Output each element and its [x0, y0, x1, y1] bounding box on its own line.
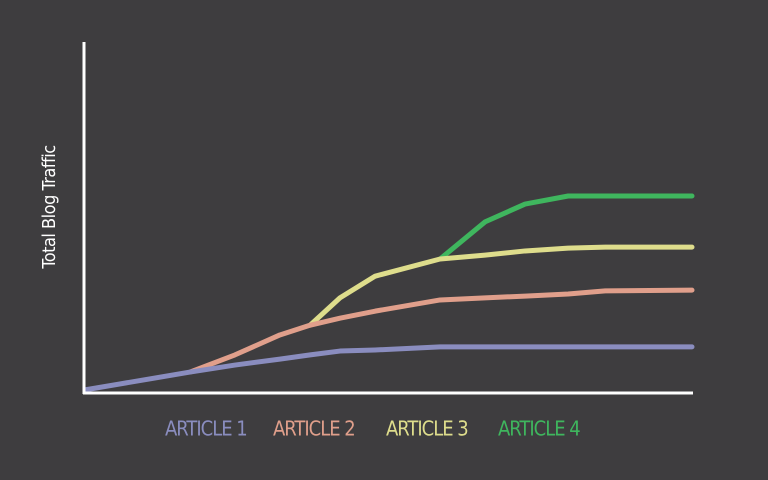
line-series — [437, 193, 695, 262]
legend-entry: ARTICLE 4 — [498, 417, 580, 441]
line-series — [307, 244, 695, 328]
line-series — [187, 287, 695, 375]
legend-entry: ARTICLE 1 — [165, 417, 247, 441]
legend: ARTICLE 1 ARTICLE 2 ARTICLE 3 ARTICLE 4 — [165, 417, 581, 441]
legend-entry: ARTICLE 2 — [273, 417, 355, 441]
y-axis-label: Total Blog Traffic — [39, 145, 60, 269]
line-series — [82, 344, 695, 393]
plot-area — [82, 193, 695, 393]
legend-entry: ARTICLE 3 — [386, 417, 468, 441]
